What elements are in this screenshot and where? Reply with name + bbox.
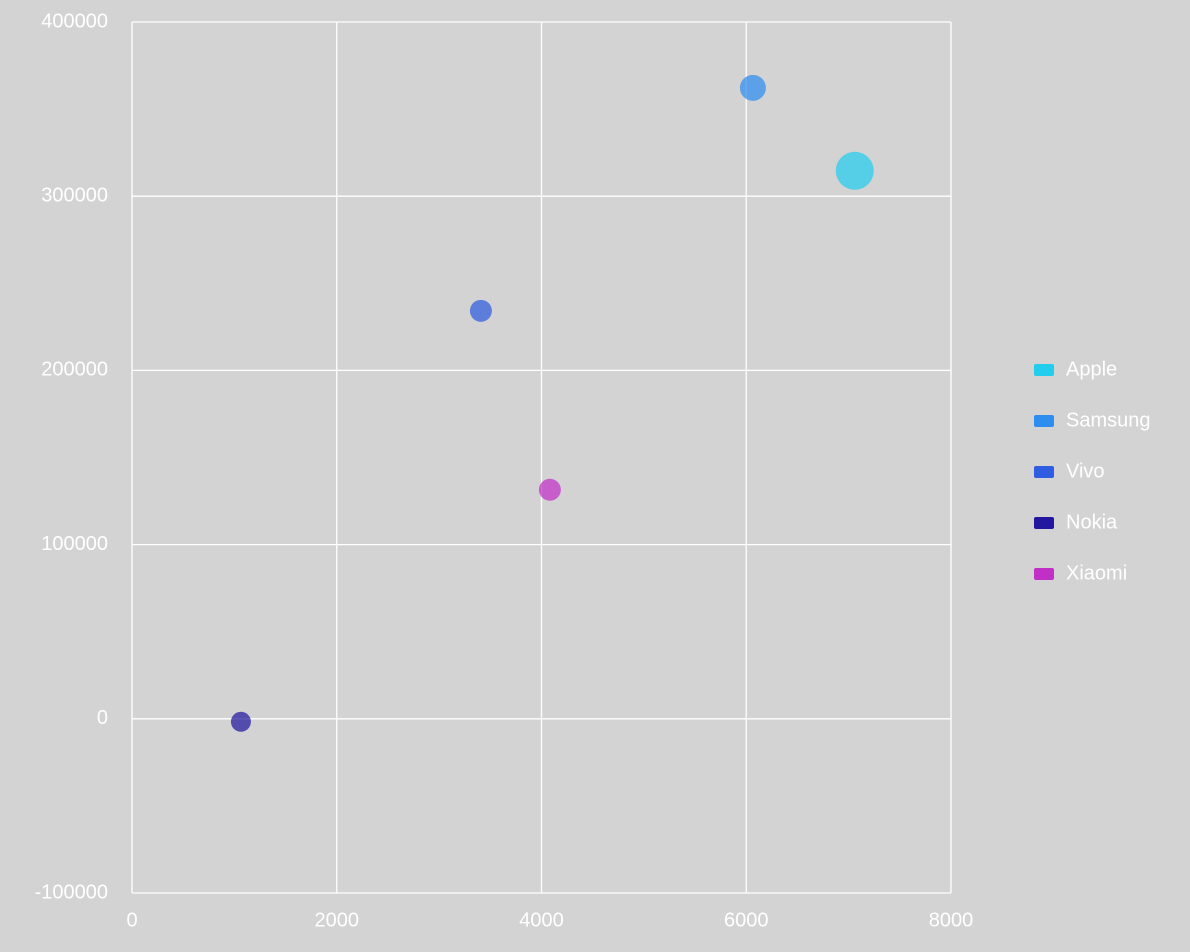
y-tick-label: 0 (97, 707, 108, 729)
y-tick-label: -100000 (35, 881, 108, 903)
bubble (835, 151, 874, 190)
legend-label: Apple (1066, 358, 1117, 380)
legend-label: Samsung (1066, 409, 1151, 431)
legend-swatch (1034, 568, 1054, 580)
y-tick-label: 400000 (41, 10, 108, 32)
legend-swatch (1034, 364, 1054, 376)
x-tick-label: 8000 (929, 909, 974, 931)
legend-label: Nokia (1066, 511, 1118, 533)
x-tick-label: 2000 (315, 909, 360, 931)
x-tick-label: 4000 (519, 909, 564, 931)
legend-swatch (1034, 415, 1054, 427)
bubble (230, 711, 251, 732)
x-tick-label: 0 (126, 909, 137, 931)
bubble (538, 478, 561, 501)
y-tick-label: 300000 (41, 184, 108, 206)
legend-swatch (1034, 466, 1054, 478)
y-tick-label: 100000 (41, 533, 108, 555)
x-tick-label: 6000 (724, 909, 769, 931)
bubble (739, 74, 766, 101)
legend-label: Xiaomi (1066, 562, 1127, 584)
legend-swatch (1034, 517, 1054, 529)
bubble (469, 299, 492, 322)
legend-label: Vivo (1066, 460, 1105, 482)
y-tick-label: 200000 (41, 359, 108, 381)
